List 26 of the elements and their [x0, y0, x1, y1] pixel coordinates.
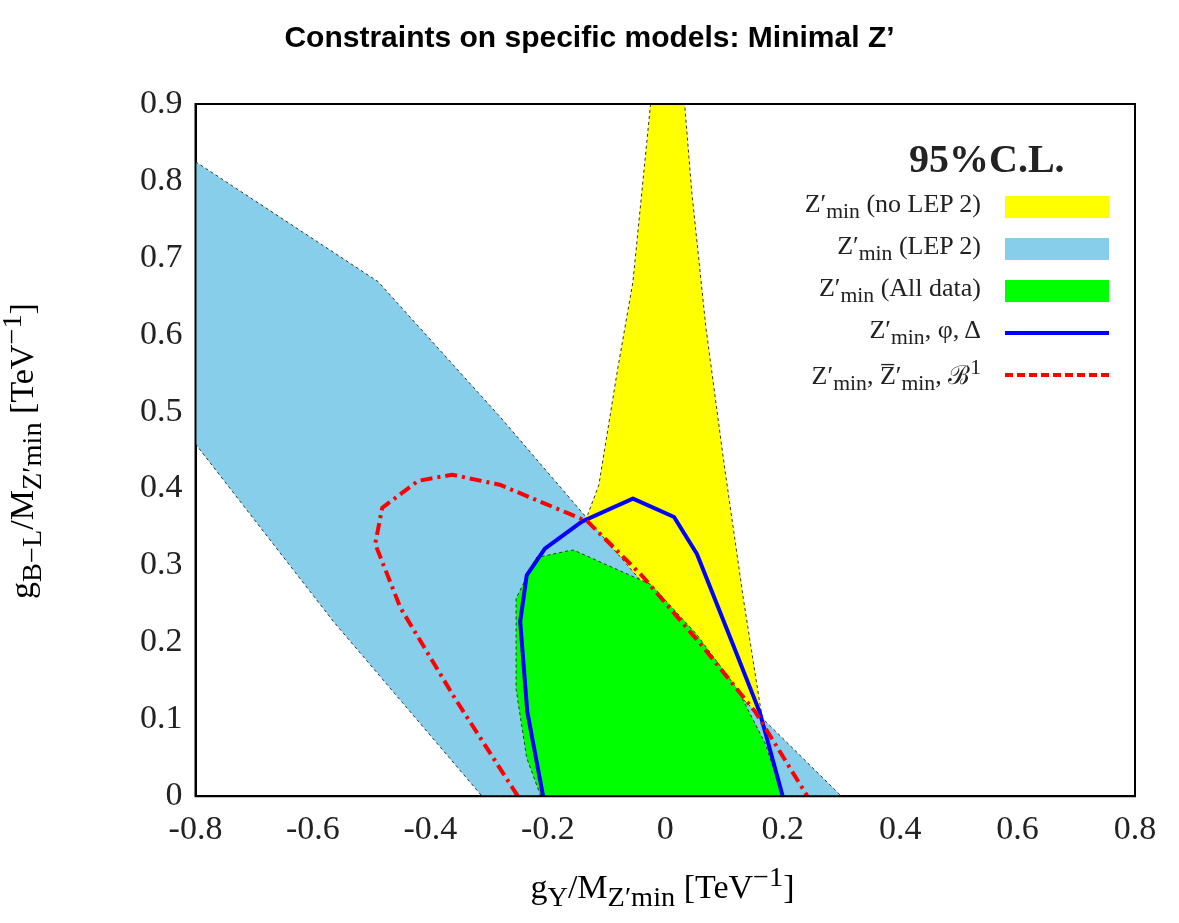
legend-label: Z′$_{min}$ (no LEP 2) [804, 189, 981, 225]
x-tick-label: -0.4 [403, 808, 458, 846]
y-tick-label: 0.9 [140, 82, 183, 120]
legend-label: Z′$_{min}$ (All data) [818, 273, 981, 309]
x-axis-title: g$_{Y}$/M$_{Z′min}$ [TeV$^{−1}$] [529, 860, 796, 913]
y-tick-label: 0.1 [140, 698, 183, 736]
x-tick-label: -0.2 [520, 808, 575, 846]
y-tick-label: 0.8 [140, 159, 183, 197]
x-tick-label: -0.6 [286, 808, 340, 846]
y-tick-label: 0.2 [140, 621, 183, 659]
x-tick-label: 0.4 [878, 808, 922, 846]
line-series [373, 472, 810, 797]
legend-label: Z′$_{min}$, Z̅′$_{min}$, ℬ$^{1}$ [811, 354, 981, 396]
legend-title: 95%C.L. [908, 135, 1066, 182]
y-tick-label: 0.6 [140, 313, 183, 351]
legend-label: Z′$_{min}$, φ, Δ [869, 315, 981, 351]
y-tick-label: 0.7 [140, 236, 183, 274]
chart-title: Constraints on specific models: Minimal Z’ [283, 20, 896, 54]
x-tick-label: 0 [656, 808, 674, 846]
x-tick-label: 0.6 [996, 808, 1039, 846]
y-tick-label: 0.4 [140, 467, 183, 505]
y-tick-label: 0.5 [140, 390, 183, 428]
x-tick-label: 0.2 [761, 808, 804, 846]
y-tick-label: 0.3 [140, 544, 183, 582]
x-tick-label: 0.8 [1113, 808, 1157, 846]
legend-label: Z′$_{min}$ (LEP 2) [837, 231, 981, 267]
